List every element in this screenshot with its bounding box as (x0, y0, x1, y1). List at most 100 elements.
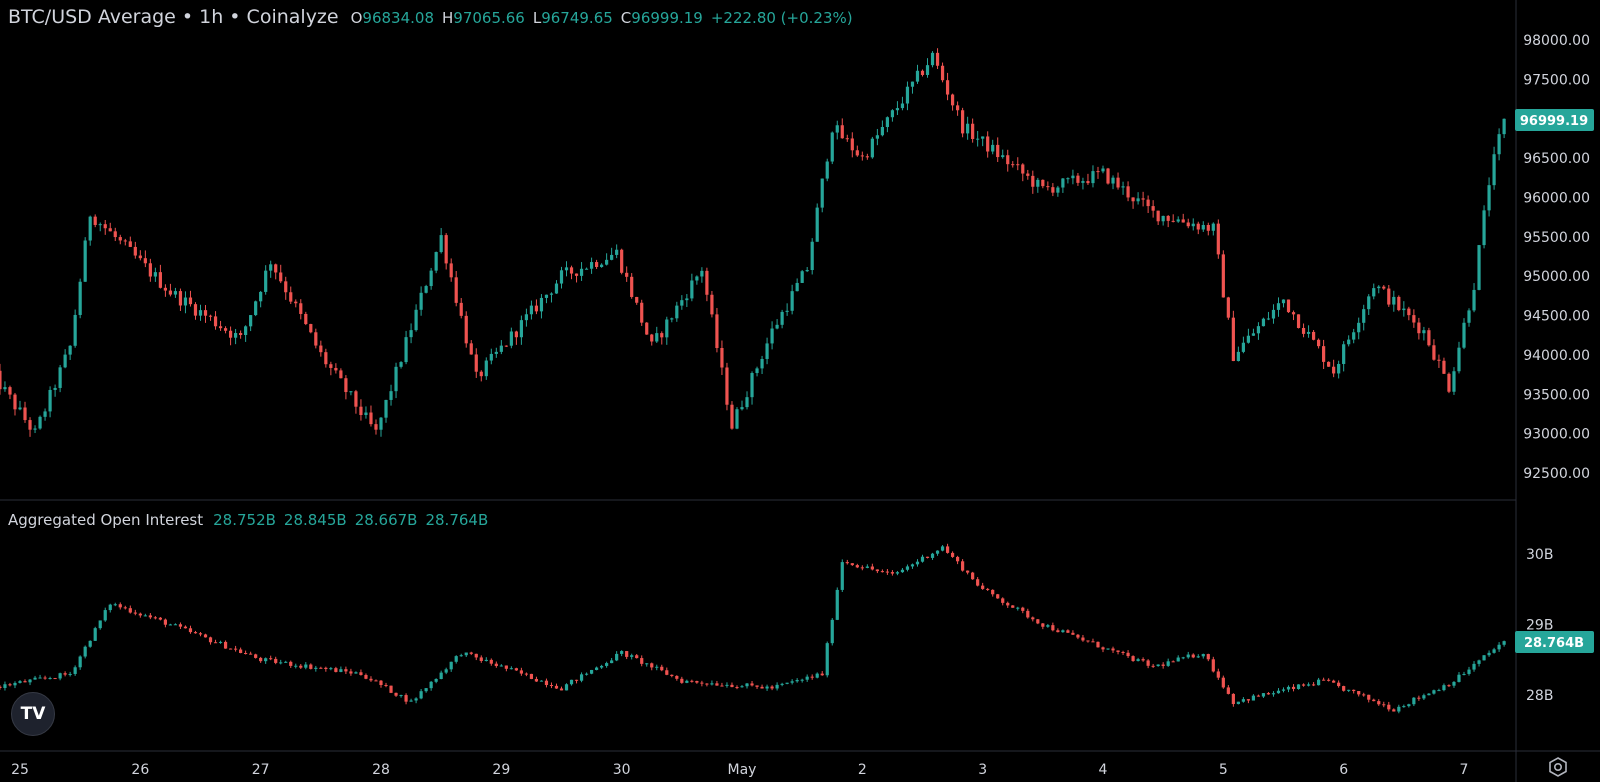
price-candle[interactable] (935, 48, 940, 70)
oi-title[interactable]: Aggregated Open Interest (8, 511, 204, 529)
price-candle[interactable] (1502, 118, 1506, 139)
oi-candle[interactable] (1482, 655, 1486, 661)
oi-candle[interactable] (123, 605, 127, 610)
price-candle[interactable] (1211, 222, 1215, 236)
oi-candle[interactable] (955, 555, 960, 565)
oi-candle[interactable] (1001, 597, 1005, 606)
oi-candle[interactable] (1477, 659, 1481, 667)
price-candle[interactable] (489, 348, 493, 365)
price-candle[interactable] (239, 330, 243, 339)
price-candle[interactable] (454, 271, 458, 307)
oi-candle[interactable] (559, 686, 564, 691)
price-candle[interactable] (564, 261, 569, 277)
price-candle[interactable] (615, 244, 619, 259)
oi-candle[interactable] (1026, 608, 1030, 619)
open-interest-axis[interactable]: 28B 29B 30B (1526, 547, 1553, 704)
oi-candle[interactable] (1196, 654, 1200, 658)
price-candle[interactable] (860, 151, 864, 161)
oi-candle[interactable] (504, 665, 508, 672)
price-candle[interactable] (800, 269, 804, 284)
price-candle[interactable] (1231, 310, 1235, 362)
oi-candle[interactable] (1306, 682, 1311, 687)
price-candle[interactable] (123, 238, 127, 246)
price-candle[interactable] (885, 116, 890, 133)
price-candle[interactable] (1392, 290, 1396, 312)
price-candle[interactable] (1291, 310, 1296, 321)
oi-candle[interactable] (1442, 683, 1446, 692)
oi-candle[interactable] (88, 640, 92, 648)
price-candle[interactable] (334, 363, 338, 374)
oi-candle[interactable] (1121, 650, 1125, 655)
oi-candle[interactable] (369, 676, 373, 682)
price-candle[interactable] (3, 381, 7, 392)
oi-candle[interactable] (685, 679, 689, 684)
price-candle[interactable] (915, 64, 920, 84)
oi-candle[interactable] (464, 652, 468, 658)
price-candle[interactable] (830, 131, 834, 165)
oi-candle[interactable] (690, 679, 694, 683)
oi-candle[interactable] (1387, 701, 1391, 712)
oi-candle[interactable] (1487, 650, 1491, 657)
oi-candle[interactable] (178, 622, 183, 630)
oi-candle[interactable] (1281, 687, 1286, 693)
oi-candle[interactable] (163, 618, 168, 628)
price-candle[interactable] (1322, 339, 1326, 370)
oi-candle[interactable] (38, 674, 42, 679)
price-candle[interactable] (1402, 301, 1406, 317)
price-candle[interactable] (23, 401, 27, 423)
price-candle[interactable] (1076, 172, 1080, 186)
price-candle[interactable] (1296, 314, 1301, 329)
oi-candle[interactable] (1497, 642, 1501, 652)
price-candle[interactable] (424, 284, 428, 294)
oi-candle[interactable] (1126, 650, 1130, 658)
oi-candle[interactable] (279, 659, 283, 665)
oi-candle[interactable] (1076, 634, 1080, 640)
price-candle[interactable] (319, 340, 323, 357)
oi-candle[interactable] (454, 655, 458, 664)
price-candle[interactable] (690, 273, 694, 302)
price-candle[interactable] (1141, 191, 1145, 207)
price-candle[interactable] (1176, 216, 1180, 223)
price-candle[interactable] (1101, 165, 1105, 174)
oi-candle[interactable] (63, 671, 67, 677)
oi-candle[interactable] (875, 569, 879, 574)
price-candle[interactable] (78, 278, 82, 319)
oi-candle[interactable] (1016, 606, 1020, 611)
price-candle[interactable] (900, 96, 905, 111)
price-candle[interactable] (249, 315, 253, 332)
oi-candle[interactable] (615, 651, 619, 662)
oi-candle[interactable] (1432, 689, 1436, 695)
oi-candle[interactable] (218, 640, 223, 644)
oi-candle[interactable] (1036, 618, 1040, 625)
oi-candle[interactable] (424, 688, 428, 693)
price-candle[interactable] (1397, 295, 1401, 312)
price-candle[interactable] (1196, 221, 1200, 235)
oi-candle[interactable] (1241, 697, 1245, 703)
price-candle[interactable] (845, 134, 849, 142)
oi-candle[interactable] (554, 683, 559, 689)
oi-candle[interactable] (1251, 694, 1256, 701)
oi-candle[interactable] (800, 678, 804, 683)
oi-candle[interactable] (645, 663, 649, 667)
oi-candle[interactable] (1337, 680, 1341, 688)
oi-candle[interactable] (1136, 657, 1140, 662)
oi-candle[interactable] (314, 665, 318, 672)
price-candle[interactable] (88, 215, 92, 246)
price-candle[interactable] (1301, 323, 1306, 338)
price-candle[interactable] (1031, 170, 1035, 194)
price-candle[interactable] (138, 250, 142, 261)
oi-candle[interactable] (830, 618, 834, 646)
price-candle[interactable] (1121, 181, 1125, 195)
price-candle[interactable] (945, 72, 950, 101)
oi-candle[interactable] (1276, 688, 1281, 694)
price-candle[interactable] (855, 145, 859, 157)
oi-candle[interactable] (474, 653, 478, 661)
price-candle[interactable] (128, 236, 132, 248)
oi-candle[interactable] (715, 680, 719, 686)
oi-candle[interactable] (1256, 694, 1261, 697)
oi-candle[interactable] (223, 640, 228, 649)
price-candle[interactable] (1251, 328, 1256, 336)
price-candle[interactable] (479, 370, 483, 382)
oi-candle[interactable] (404, 693, 408, 705)
oi-candle[interactable] (1051, 622, 1055, 632)
